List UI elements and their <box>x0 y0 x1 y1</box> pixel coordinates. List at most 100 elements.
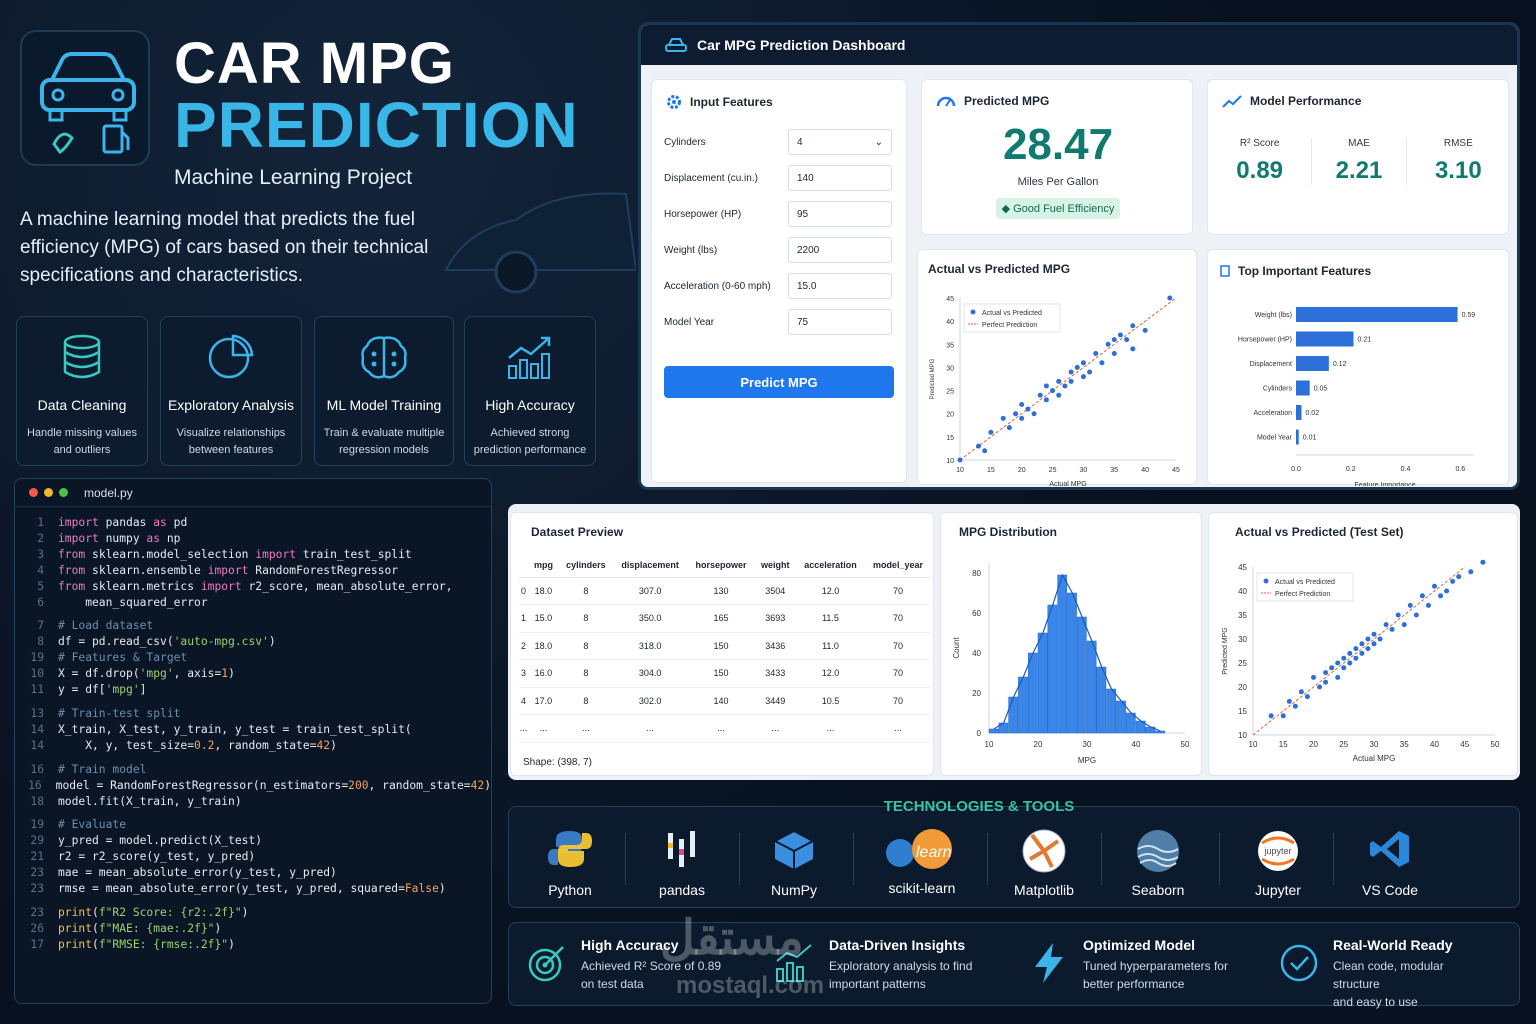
code-filename: model.py <box>84 485 133 500</box>
pie-chart-icon <box>208 334 254 379</box>
scatter-point <box>1111 351 1117 357</box>
table-cell: 11.0 <box>796 632 865 660</box>
scatter-point <box>1013 411 1019 417</box>
table-cell: 12.0 <box>796 577 865 605</box>
car-silhouette-image <box>444 192 636 294</box>
field-row-displacement: Displacement (cu.in.) 140 <box>664 160 892 196</box>
close-dot-icon[interactable] <box>29 488 38 497</box>
column-header: acceleration <box>796 553 865 578</box>
scatter-point <box>1142 327 1148 333</box>
code-editor[interactable]: model.py 1 import pandas as pd 2 import nu… <box>14 478 492 1004</box>
table-cell: 140 <box>687 687 755 715</box>
highlight-high-accuracy: High Accuracy Achieved R² Score of 0.89 on… <box>527 937 741 993</box>
legend-label: Actual vs Predicted <box>982 310 1042 317</box>
x-tick-label: 25 <box>1339 740 1348 749</box>
model-year-input[interactable]: 75 <box>788 309 892 335</box>
maximize-dot-icon[interactable] <box>59 488 68 497</box>
table-cell: 8 <box>558 632 613 660</box>
tech-label: NumPy <box>771 882 817 898</box>
table-cell: ... <box>519 714 529 743</box>
table-cell: 307.0 <box>612 577 688 605</box>
y-tick-label: 10 <box>1238 731 1247 740</box>
lightning-icon <box>1035 943 1063 983</box>
scatter-point <box>1425 602 1431 608</box>
tech-python: Python <box>515 829 625 898</box>
table-cell: 3436 <box>754 632 797 660</box>
table-cell: 350.0 <box>612 604 688 633</box>
scatter-point <box>1117 332 1123 338</box>
feature-card-ml-training: ML Model Training Train & evaluate multi… <box>314 316 454 466</box>
table-cell: 8 <box>558 659 613 688</box>
minimize-dot-icon[interactable] <box>44 488 53 497</box>
y-tick-label: 30 <box>1238 635 1247 644</box>
y-tick-label: 15 <box>1238 707 1247 716</box>
table-cell: ... <box>612 714 688 743</box>
feature-desc: between features <box>188 444 274 456</box>
tech-matplotlib: Matplotlib <box>989 829 1099 898</box>
scatter-point <box>1365 646 1371 652</box>
input-features-card: Input Features Cylinders 4 ⌄ Displacement … <box>651 79 907 483</box>
table-cell: 8 <box>558 604 613 633</box>
bar-value-label: 0.02 <box>1305 410 1319 417</box>
scatter-point <box>1167 295 1173 301</box>
scatter-point <box>957 457 963 463</box>
dashboard-header: Car MPG Prediction Dashboard <box>641 25 1517 65</box>
x-tick-label: 10 <box>1249 740 1258 749</box>
test-set-title: Actual vs Predicted (Test Set) <box>1235 525 1404 539</box>
highlight-optimized: Optimized Model Tuned hyperparameters for… <box>1029 937 1243 993</box>
predicted-mpg-unit: Miles Per Gallon <box>1017 176 1099 188</box>
x-tick-label: 30 <box>1083 740 1092 749</box>
top-features-card: Top Important Features Weight (lbs) 0.59 H… <box>1207 249 1509 486</box>
histogram-bar <box>1076 616 1087 734</box>
column-header: mpg <box>528 553 559 578</box>
x-tick-label: 20 <box>1309 740 1318 749</box>
tech-pandas: pandas <box>627 829 737 898</box>
database-icon <box>63 334 101 379</box>
scatter-point <box>1099 360 1105 366</box>
tech-label: pandas <box>659 882 705 898</box>
dashboard-title: Car MPG Prediction Dashboard <box>697 37 906 53</box>
scatter-point <box>1347 660 1353 666</box>
table-cell: 130 <box>687 577 755 605</box>
acceleration-input[interactable]: 15.0 <box>788 273 892 299</box>
scatter-point <box>976 443 982 449</box>
metric-r2: R² Score 0.89 <box>1236 138 1284 184</box>
importance-bar <box>1296 405 1302 420</box>
table-cell: 0 <box>519 577 529 605</box>
x-tick-label: 40 <box>1430 740 1439 749</box>
legend-label: Perfect Prediction <box>1275 591 1330 598</box>
predict-mpg-button[interactable]: Predict MPG <box>664 366 894 398</box>
histogram-bar <box>1047 604 1058 734</box>
importance-bar <box>1296 331 1354 347</box>
scatter-title: Actual vs Predicted MPG <box>928 262 1071 276</box>
distribution-title: MPG Distribution <box>959 525 1057 539</box>
analysis-panel: Dataset Preview mpg cylinders displacement… <box>508 504 1520 780</box>
tech-label: Jupyter <box>1255 882 1301 898</box>
bar-category-label: Cylinders <box>1263 386 1293 393</box>
scatter-point <box>1335 674 1341 680</box>
y-tick-label: 0 <box>977 729 982 738</box>
perfect-prediction-line <box>1252 566 1466 736</box>
table-row: 0 18.0 8 307.0 130 3504 12.0 70 <box>519 577 931 605</box>
dataset-shape: Shape: (398, 7) <box>523 757 592 768</box>
scatter-point <box>1130 346 1136 352</box>
table-cell: 10.5 <box>796 687 865 715</box>
cylinders-select[interactable]: 4 ⌄ <box>788 129 892 155</box>
importance-bar <box>1296 356 1329 371</box>
table-cell: 318.0 <box>612 632 688 660</box>
y-tick-label: 35 <box>946 342 954 349</box>
legend-marker <box>970 309 976 315</box>
table-cell: 16.0 <box>528 659 559 688</box>
tech-seaborn: Seaborn <box>1103 829 1213 898</box>
weight-input[interactable]: 2200 <box>788 237 892 263</box>
horsepower-input[interactable]: 95 <box>788 201 892 227</box>
displacement-input[interactable]: 140 <box>788 165 892 191</box>
field-label: Cylinders <box>664 136 706 148</box>
x-tick-label: 20 <box>1034 740 1043 749</box>
table-cell: 150 <box>687 659 755 688</box>
learn-logo-word: learn <box>916 844 952 861</box>
histogram-bar <box>1106 688 1117 734</box>
histogram-bar <box>1027 652 1038 734</box>
table-cell: 70 <box>864 604 931 633</box>
scatter-point <box>1311 674 1316 680</box>
